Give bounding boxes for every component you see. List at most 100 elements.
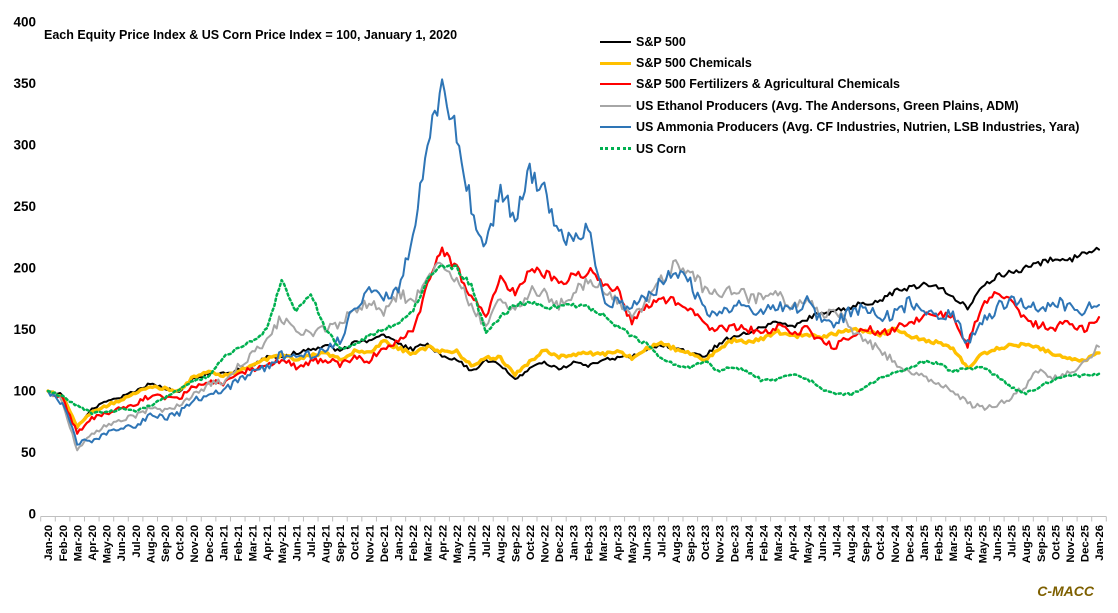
- x-axis-label: Sep-23: [685, 525, 697, 562]
- x-axis-label: Aug-24: [846, 524, 858, 563]
- y-axis-label: 400: [13, 15, 36, 30]
- x-axis-label: Jul-21: [306, 525, 318, 558]
- y-axis-label: 250: [13, 199, 36, 214]
- x-axis-label: Jan-20: [43, 525, 55, 561]
- y-axis-label: 300: [13, 138, 36, 153]
- legend-label: US Ammonia Producers (Avg. CF Industries…: [636, 120, 1080, 135]
- legend-item-0: S&P 500: [600, 31, 1079, 52]
- x-axis-label: Dec-22: [554, 525, 566, 562]
- x-axis-label: Nov-25: [1065, 525, 1077, 563]
- legend-swatch: [600, 126, 631, 129]
- x-axis-label: May-22: [452, 525, 464, 563]
- x-axis-label: Jul-25: [1007, 525, 1019, 558]
- legend-label: US Corn: [636, 141, 686, 156]
- x-axis-label: Dec-20: [204, 525, 216, 562]
- x-axis-label: Mar-25: [948, 525, 960, 561]
- x-axis-label: Jun-23: [642, 525, 654, 561]
- x-axis-label: Sep-25: [1036, 525, 1048, 562]
- x-axis-label: Mar-24: [773, 524, 785, 561]
- x-axis-label: Nov-23: [715, 525, 727, 563]
- x-axis-label: Jan-24: [744, 524, 756, 561]
- x-axis-label: Nov-22: [540, 525, 552, 563]
- series-line-1: [46, 326, 1101, 429]
- legend-label: S&P 500 Chemicals: [636, 56, 752, 71]
- x-axis-label: Jun-24: [817, 524, 829, 561]
- x-axis-label: Oct-23: [700, 525, 712, 560]
- x-axis-label: Feb-21: [233, 525, 245, 561]
- x-axis-labels: Jan-20 Feb-20 Mar-20 Apr-20 May-20 Jun-20 Jul-…: [43, 524, 1106, 563]
- series-line-4: [47, 78, 1100, 446]
- y-axis-label: 50: [21, 445, 36, 460]
- x-axis-label: Sep-22: [510, 525, 522, 562]
- x-axis-label: Aug-20: [145, 525, 157, 563]
- x-axis-label: Oct-22: [525, 525, 537, 560]
- x-axis-label: Jan-22: [394, 525, 406, 561]
- legend-swatch: [600, 147, 631, 151]
- x-axis-label: Nov-20: [189, 525, 201, 563]
- x-axis-label: Apr-25: [963, 525, 975, 561]
- x-axis-label: Dec-24: [904, 524, 916, 562]
- x-axis-label: Jul-23: [656, 525, 668, 558]
- x-axis-label: May-24: [802, 524, 814, 563]
- x-axis-label: Sep-21: [335, 525, 347, 562]
- x-axis-label: Nov-24: [890, 524, 902, 562]
- legend-item-1: S&P 500 Chemicals: [600, 52, 1079, 73]
- x-axis-label: Mar-20: [72, 525, 84, 561]
- x-axis-label: Jul-20: [131, 525, 143, 558]
- y-axis-labels: 0 50 100 150 200 250 300 350 400: [13, 15, 36, 522]
- x-axis-label: Feb-20: [58, 525, 70, 561]
- x-axis-label: Nov-21: [364, 525, 376, 563]
- x-axis-label: Mar-23: [598, 525, 610, 561]
- x-axis-label: Aug-21: [321, 525, 333, 563]
- x-axis-label: Jan-23: [569, 525, 581, 561]
- x-axis-label: Dec-23: [729, 525, 741, 562]
- y-axis-label: 150: [13, 322, 36, 337]
- x-axis-label: Aug-22: [496, 525, 508, 563]
- series-line-5: [46, 263, 1101, 416]
- x-axis-label: Apr-24: [788, 524, 800, 560]
- x-axis-label: Apr-22: [437, 525, 449, 561]
- legend-label: S&P 500: [636, 34, 686, 49]
- x-axis-label: Feb-24: [758, 524, 770, 561]
- y-axis-label: 100: [13, 384, 36, 399]
- x-axis-label: May-20: [102, 525, 114, 563]
- x-axis-label: Apr-23: [612, 525, 624, 561]
- x-axis-label: Apr-20: [87, 525, 99, 561]
- y-axis-label: 0: [28, 507, 36, 522]
- x-axis-label: Aug-23: [671, 525, 683, 563]
- x-axis-label: May-23: [627, 525, 639, 563]
- legend-swatch: [600, 61, 631, 65]
- x-axis-label: Sep-24: [861, 524, 873, 562]
- x-axis-label: Jun-22: [467, 525, 479, 561]
- y-axis-label: 200: [13, 261, 36, 276]
- x-axis-label: Oct-21: [350, 525, 362, 560]
- x-axis-label: Feb-23: [583, 525, 595, 561]
- y-axis-label: 350: [13, 76, 36, 91]
- series-line-3: [47, 259, 1100, 452]
- chart-title: Each Equity Price Index & US Corn Price …: [44, 28, 458, 42]
- legend-item-5: US Corn: [600, 138, 1079, 159]
- x-axis-label: May-21: [277, 525, 289, 563]
- x-axis-label: Jun-20: [116, 525, 128, 561]
- x-axis-label: Sep-20: [160, 525, 172, 562]
- x-axis-label: Jun-21: [291, 525, 303, 561]
- x-axis-label: Jul-24: [831, 524, 843, 557]
- x-axis-label: Apr-21: [262, 525, 274, 561]
- x-axis-label: Dec-25: [1080, 525, 1092, 562]
- x-axis-label: Jul-22: [481, 525, 493, 558]
- x-axis-label: May-25: [977, 525, 989, 563]
- x-axis-label: Jun-25: [992, 525, 1004, 561]
- x-axis-label: Oct-25: [1050, 525, 1062, 560]
- x-axis-label: Aug-25: [1021, 525, 1033, 563]
- series-line-2: [46, 246, 1101, 435]
- legend-swatch: [600, 40, 631, 43]
- x-axis-label: Jan-21: [218, 525, 230, 561]
- x-axis-label: Oct-24: [875, 524, 887, 560]
- legend-swatch: [600, 104, 631, 107]
- legend: S&P 500 S&P 500 Chemicals S&P 500 Fertiliz…: [600, 31, 1079, 159]
- x-axis-label: Mar-21: [248, 525, 260, 561]
- legend-label: S&P 500 Fertilizers & Agricultural Chemi…: [636, 77, 900, 92]
- x-axis-label: Jan-25: [919, 525, 931, 561]
